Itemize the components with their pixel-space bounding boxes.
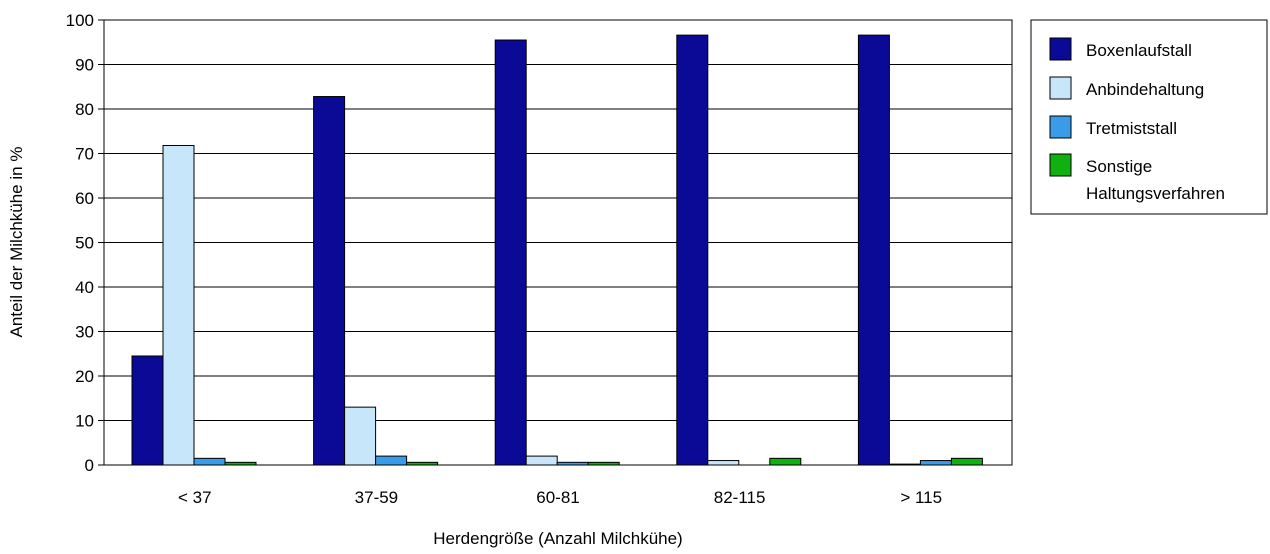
- legend-swatch: [1049, 37, 1072, 61]
- y-axis-ticks: 0 10 20 30 40 50 60 70 80 90 100: [66, 11, 104, 475]
- bar: [193, 457, 226, 466]
- bar: [919, 460, 952, 466]
- y-tick-label: 30: [75, 323, 94, 342]
- bar: [406, 461, 439, 466]
- x-tick-label: 37-59: [355, 488, 398, 507]
- bar: [888, 463, 921, 466]
- y-tick-label: 90: [75, 56, 94, 75]
- bar: [950, 457, 983, 466]
- bar: [676, 34, 709, 466]
- bar: [313, 96, 346, 466]
- legend: Boxenlaufstall Anbindehaltung Tretmiststal…: [1030, 19, 1268, 215]
- x-axis-ticks: < 37 37-59 60-81 82-115 > 115: [178, 488, 942, 507]
- bar: [707, 460, 740, 466]
- bar: [857, 34, 890, 466]
- y-tick-label: 100: [66, 11, 94, 30]
- legend-label: Haltungsverfahren: [1086, 184, 1225, 203]
- y-tick-label: 10: [75, 412, 94, 431]
- bar: [556, 461, 589, 466]
- y-tick-label: 40: [75, 278, 94, 297]
- bar: [587, 461, 620, 466]
- x-tick-label: > 115: [900, 488, 942, 507]
- x-tick-label: 82-115: [714, 488, 766, 507]
- bar: [769, 457, 802, 466]
- bar: [375, 455, 408, 466]
- bar: [494, 39, 527, 466]
- y-tick-label: 20: [75, 367, 94, 386]
- x-tick-label: < 37: [178, 488, 212, 507]
- legend-swatch: [1049, 115, 1072, 139]
- y-tick-label: 80: [75, 100, 94, 119]
- y-tick-label: 0: [85, 456, 94, 475]
- bar: [344, 406, 377, 466]
- x-tick-label: 60-81: [536, 488, 579, 507]
- bar: [162, 144, 195, 466]
- legend-label: Boxenlaufstall: [1086, 41, 1192, 60]
- bar: [525, 455, 558, 466]
- legend-label: Tretmiststall: [1086, 119, 1177, 138]
- legend-swatch: [1049, 76, 1072, 100]
- y-tick-label: 60: [75, 189, 94, 208]
- bars: [131, 34, 983, 466]
- legend-swatch: [1049, 153, 1072, 177]
- gridlines: [104, 64, 1012, 421]
- x-axis-label: Herdengröße (Anzahl Milchkühe): [433, 529, 682, 548]
- y-tick-label: 70: [75, 145, 94, 164]
- bar: [131, 355, 164, 466]
- legend-label: Sonstige: [1086, 157, 1152, 176]
- bar: [224, 461, 257, 466]
- legend-label: Anbindehaltung: [1086, 80, 1204, 99]
- y-axis-label: Anteil der Milchkühe in %: [7, 147, 26, 338]
- y-tick-label: 50: [75, 234, 94, 253]
